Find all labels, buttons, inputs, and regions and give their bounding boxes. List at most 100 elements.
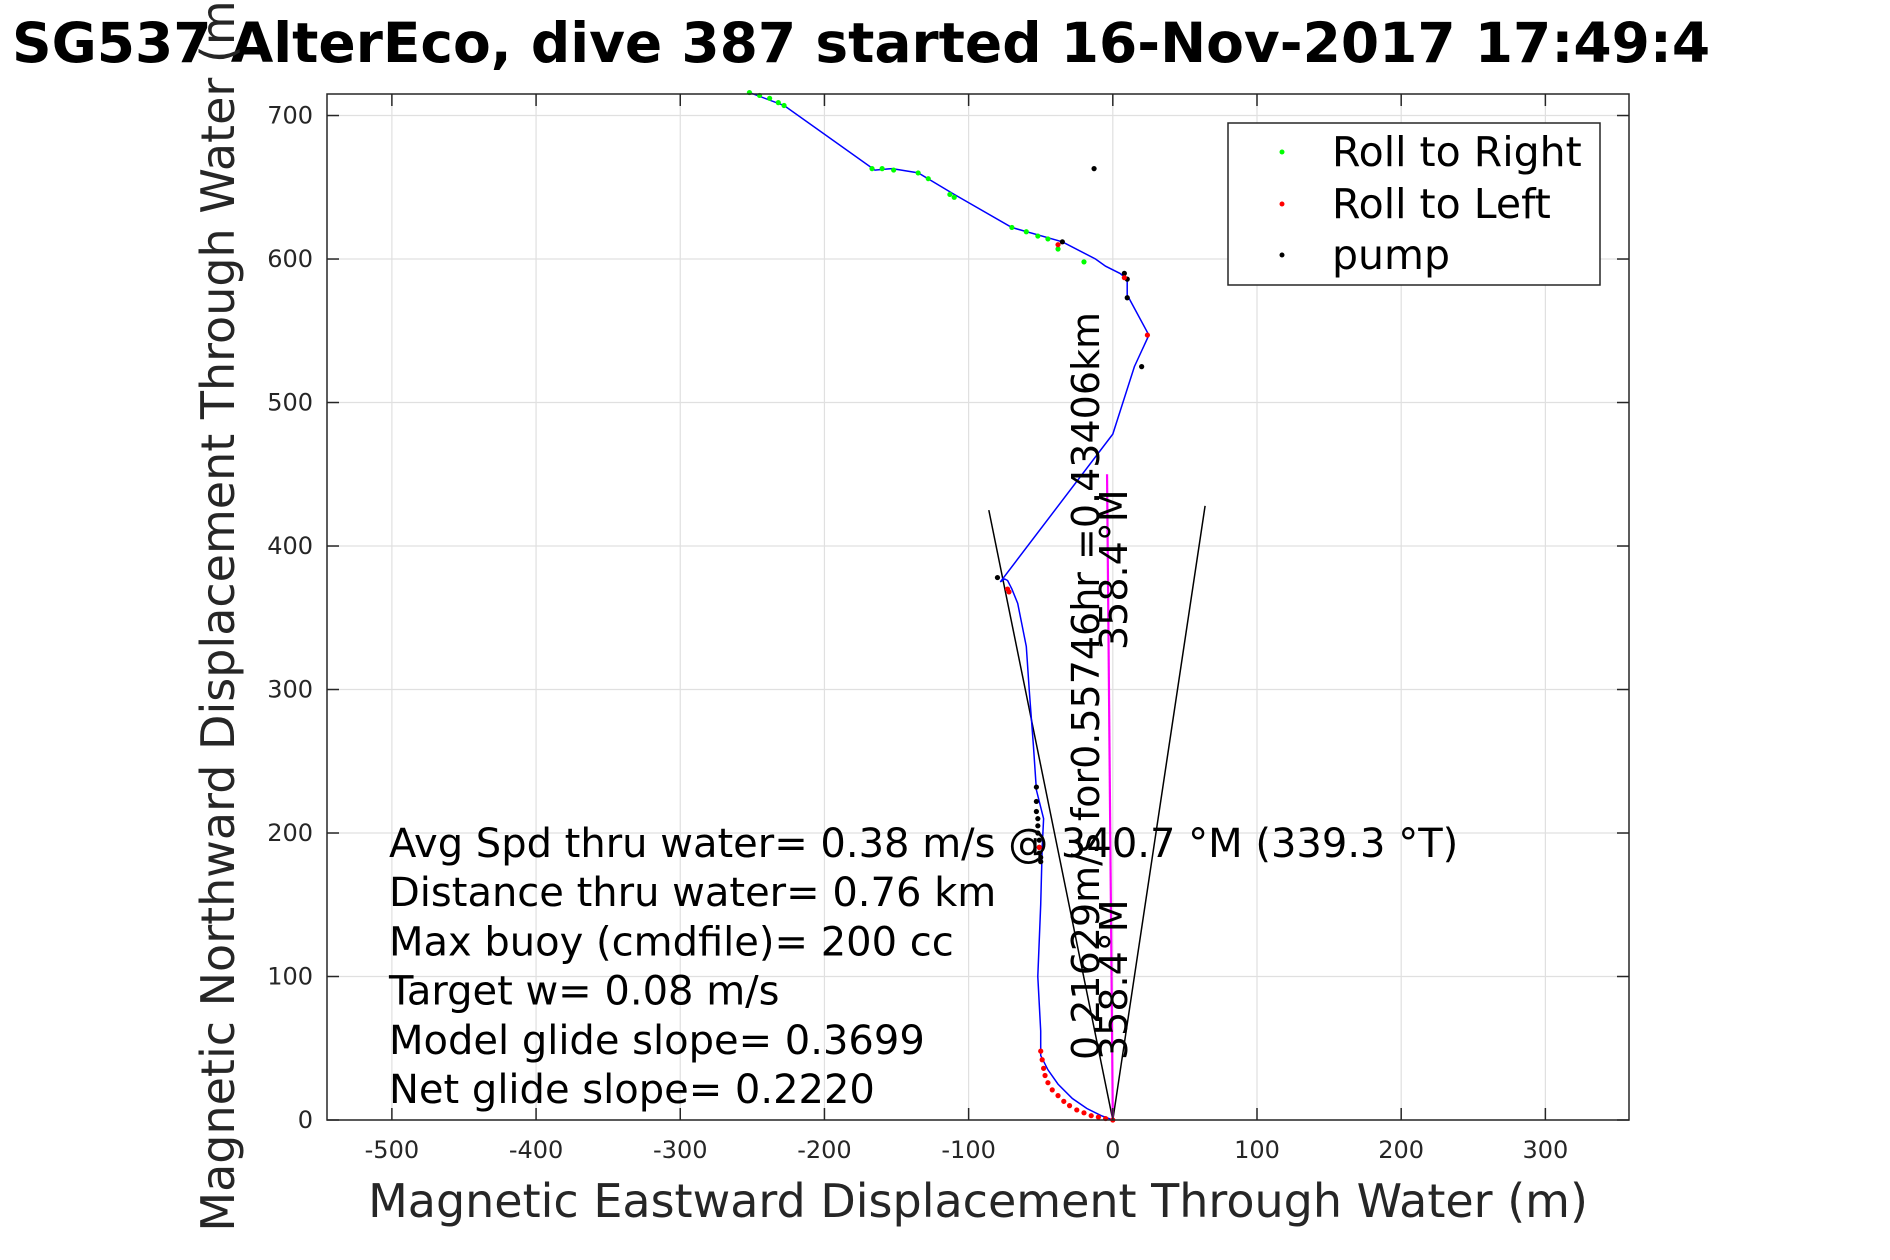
roll-left-point <box>1039 1057 1045 1063</box>
pump-point <box>1139 364 1145 370</box>
x-axis-ticks: -500 -400 -300 -200 -100 0 100 200 300 <box>365 94 1568 1164</box>
y-tick-label: 200 <box>267 819 313 847</box>
roll-left-point <box>1049 1087 1055 1093</box>
pump-point <box>1033 784 1039 790</box>
pump-point <box>1038 859 1044 865</box>
roll-left-point <box>1074 1107 1080 1113</box>
roll-right-point <box>951 194 957 200</box>
legend-label-pump: pump <box>1332 231 1450 279</box>
roll-right-point <box>879 166 885 172</box>
roll-left-point <box>1061 1098 1067 1104</box>
y-tick-label: 700 <box>267 102 313 130</box>
roll-left-points <box>1004 242 1151 1123</box>
y-tick-label: 400 <box>267 532 313 560</box>
roll-right-point <box>947 191 953 198</box>
legend-marker-roll-right <box>1279 149 1285 155</box>
x-tick-label: 200 <box>1378 1136 1424 1164</box>
x-axis-label: Magnetic Eastward Displacement Through W… <box>368 1174 1588 1228</box>
pump-point <box>1035 830 1041 836</box>
pump-point <box>1091 166 1097 172</box>
roll-left-point <box>1066 1103 1073 1109</box>
roll-left-point <box>1088 1113 1094 1119</box>
x-tick-label: -400 <box>509 1136 563 1164</box>
x-tick-label: 300 <box>1522 1136 1568 1164</box>
chart-title: SG537 AlterEco, dive 387 started 16-Nov-… <box>12 11 1710 75</box>
stat-line: Max buoy (cmdfile)= 200 cc <box>389 919 954 965</box>
y-tick-label: 100 <box>267 963 313 991</box>
pump-point <box>1033 808 1039 815</box>
y-tick-label: 600 <box>267 245 313 273</box>
stat-line: Avg Spd thru water= 0.38 m/s @ 340.7 °M … <box>389 821 1458 867</box>
pump-point <box>1033 798 1039 805</box>
pump-point <box>994 574 1001 581</box>
roll-right-point <box>767 95 773 101</box>
roll-left-point <box>1095 1114 1101 1120</box>
roll-left-point <box>1144 332 1151 338</box>
legend-marker-pump <box>1279 252 1285 258</box>
roll-right-point <box>915 170 921 176</box>
y-axis-label: Magnetic Northward Displacement Through … <box>191 0 245 1232</box>
stat-line: Distance thru water= 0.76 km <box>389 870 996 916</box>
roll-right-point <box>925 176 931 182</box>
legend-label-roll-right: Roll to Right <box>1332 128 1582 176</box>
x-tick-label: -200 <box>797 1136 851 1164</box>
axes-box <box>326 93 1630 1121</box>
heading-cone-lines <box>988 505 1206 1121</box>
pump-point <box>1038 854 1044 861</box>
roll-right-point <box>1035 233 1041 239</box>
pump-point <box>1036 837 1042 843</box>
rotated-annotation: 0.21629m/s for0.55746hr =0.43406km <box>1064 312 1108 1060</box>
roll-left-point <box>1121 275 1127 281</box>
roll-right-point <box>1081 259 1087 265</box>
roll-right-point <box>775 100 781 106</box>
heading-cone-line <box>988 509 1114 1121</box>
heading-cone-line <box>1112 505 1206 1121</box>
roll-right-point <box>869 166 875 172</box>
rotated-annotations: 0.21629m/s for0.55746hr =0.43406km358.4°… <box>1064 312 1136 1060</box>
roll-left-point <box>1041 1065 1047 1071</box>
average-heading-line <box>1105 474 1114 1121</box>
pump-point <box>1035 816 1041 822</box>
roll-right-point <box>1009 224 1015 231</box>
average-heading-segment <box>1105 474 1114 1121</box>
roll-left-point <box>1045 1080 1051 1086</box>
roll-left-point <box>1055 1093 1061 1099</box>
roll-left-point <box>1042 1072 1048 1079</box>
pump-point <box>1059 239 1065 245</box>
stat-line: Net glide slope= 0.2220 <box>389 1067 875 1113</box>
x-tick-label: -100 <box>941 1136 995 1164</box>
x-tick-label: -300 <box>653 1136 707 1164</box>
roll-left-point <box>1038 1048 1044 1054</box>
legend: Roll to Right Roll to Left pump <box>1227 122 1601 286</box>
roll-right-point <box>891 167 897 173</box>
roll-left-point <box>1006 589 1012 595</box>
stat-line: Model glide slope= 0.3699 <box>389 1018 925 1064</box>
legend-label-roll-left: Roll to Left <box>1332 180 1551 228</box>
y-tick-label: 0 <box>298 1106 313 1134</box>
roll-left-point <box>1036 844 1042 850</box>
x-tick-label: 100 <box>1234 1136 1280 1164</box>
legend-marker-roll-left <box>1279 201 1285 207</box>
pump-point <box>1035 823 1041 829</box>
y-tick-label: 500 <box>267 389 313 417</box>
rotated-annotation: 358.4°M <box>1092 899 1136 1060</box>
x-tick-label: -500 <box>365 1136 419 1164</box>
roll-left-point <box>1055 242 1061 248</box>
y-tick-label: 300 <box>267 676 313 704</box>
pump-point <box>1036 850 1042 856</box>
y-axis-ticks: 0 100 200 300 400 500 600 700 <box>267 102 1629 1134</box>
dive-statistics: Avg Spd thru water= 0.38 m/s @ 340.7 °M … <box>388 821 1458 1113</box>
stat-line: Target w= 0.08 m/s <box>388 969 779 1015</box>
roll-right-points <box>746 89 1087 265</box>
pump-point <box>1124 295 1130 301</box>
legend-box <box>1227 122 1601 286</box>
x-tick-label: 0 <box>1105 1136 1120 1164</box>
pump-point <box>1121 270 1127 276</box>
roll-right-point <box>1055 246 1061 252</box>
roll-left-point <box>1081 1110 1087 1116</box>
roll-right-point <box>1045 236 1051 242</box>
roll-right-point <box>781 102 787 109</box>
rotated-annotation: 358.4°M <box>1092 489 1136 650</box>
roll-right-point <box>1023 229 1029 235</box>
